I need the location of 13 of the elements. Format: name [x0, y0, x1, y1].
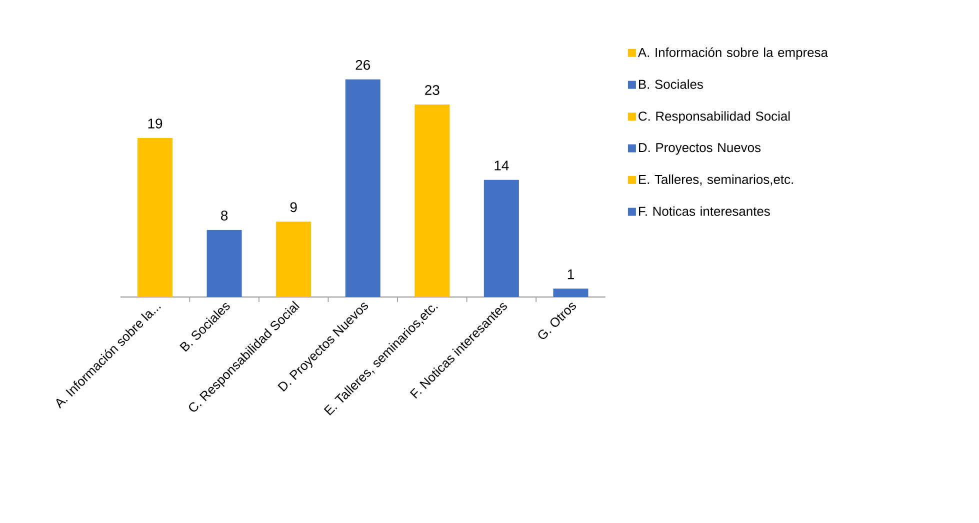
legend-label: C. Responsabilidad Social	[638, 111, 790, 124]
data-label: 19	[148, 118, 162, 128]
data-label: 26	[356, 60, 370, 70]
data-label: 9	[290, 202, 297, 212]
legend-label: D. Proyectos Nuevos	[639, 143, 761, 155]
data-label: 14	[494, 160, 509, 170]
legend-label: B. Sociales	[639, 79, 703, 89]
legend-label: E. Talleres, seminarios,etc.	[639, 174, 793, 186]
legend-label: A. Información sobre la empresa	[638, 47, 828, 60]
data-label: 8	[221, 210, 228, 221]
legend-label: F. Noticas interesantes	[639, 206, 770, 216]
data-label: 23	[425, 85, 440, 95]
data-label: 1	[568, 270, 574, 280]
